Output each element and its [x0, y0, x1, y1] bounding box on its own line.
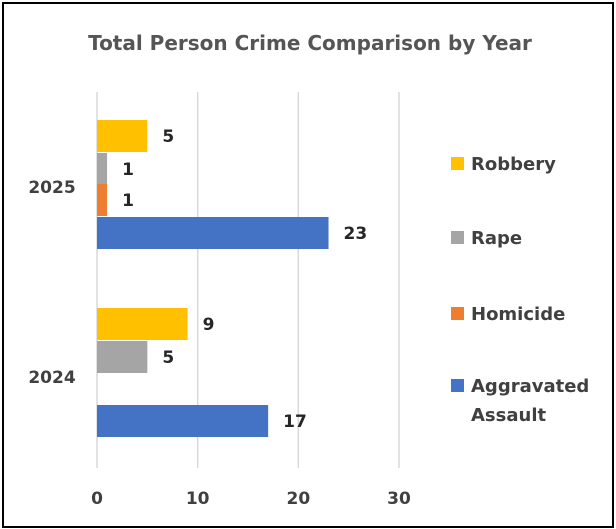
bar-robbery-2024: [97, 308, 188, 340]
legend-label: Aggravated: [471, 376, 589, 397]
bar-aggravated-assault-2025: [97, 217, 329, 249]
bars: [97, 120, 329, 437]
category-labels: 2025 2024: [28, 178, 75, 388]
x-tick-label: 0: [91, 489, 103, 509]
x-tick-label: 10: [186, 489, 210, 509]
legend-label: Homicide: [471, 304, 565, 325]
x-axis-ticks: 0 10 20 30: [91, 489, 411, 509]
data-label: 17: [283, 412, 307, 432]
data-label: 5: [162, 348, 174, 368]
legend-label: Robbery: [471, 154, 556, 175]
legend-swatch-homicide: [451, 307, 464, 320]
x-tick-label: 20: [286, 489, 310, 509]
legend-swatch-rape: [451, 231, 464, 244]
legend-swatch-robbery: [451, 157, 464, 170]
data-label: 1: [122, 160, 134, 180]
bar-rape-2024: [97, 341, 148, 373]
legend-label: Assault: [471, 405, 546, 426]
data-label: 5: [162, 127, 174, 147]
bar-robbery-2025: [97, 120, 148, 152]
data-label: 9: [203, 315, 215, 335]
category-label-2024: 2024: [28, 368, 75, 388]
bar-homicide-2025: [97, 184, 108, 216]
legend: Robbery Rape Homicide Aggravated Assault: [451, 154, 589, 426]
legend-label: Rape: [471, 228, 522, 249]
data-label: 1: [122, 191, 134, 211]
legend-swatch-aggravated-assault: [451, 379, 464, 392]
data-labels: 5 1 1 23 9 5 17: [122, 127, 367, 432]
chart-title: Total Person Crime Comparison by Year: [88, 31, 532, 55]
x-tick-label: 30: [387, 489, 411, 509]
category-label-2025: 2025: [28, 178, 75, 198]
data-label: 23: [344, 224, 368, 244]
bar-aggravated-assault-2024: [97, 405, 269, 437]
bar-rape-2025: [97, 153, 108, 185]
